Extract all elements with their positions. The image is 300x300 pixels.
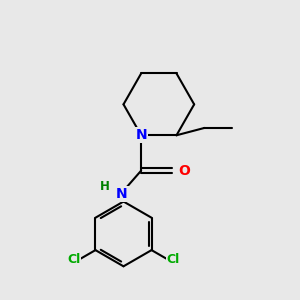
Text: N: N: [116, 187, 128, 201]
Text: Cl: Cl: [167, 253, 180, 266]
Text: N: N: [135, 128, 147, 142]
Text: O: O: [178, 164, 190, 178]
Text: Cl: Cl: [67, 253, 80, 266]
Text: H: H: [100, 180, 110, 193]
